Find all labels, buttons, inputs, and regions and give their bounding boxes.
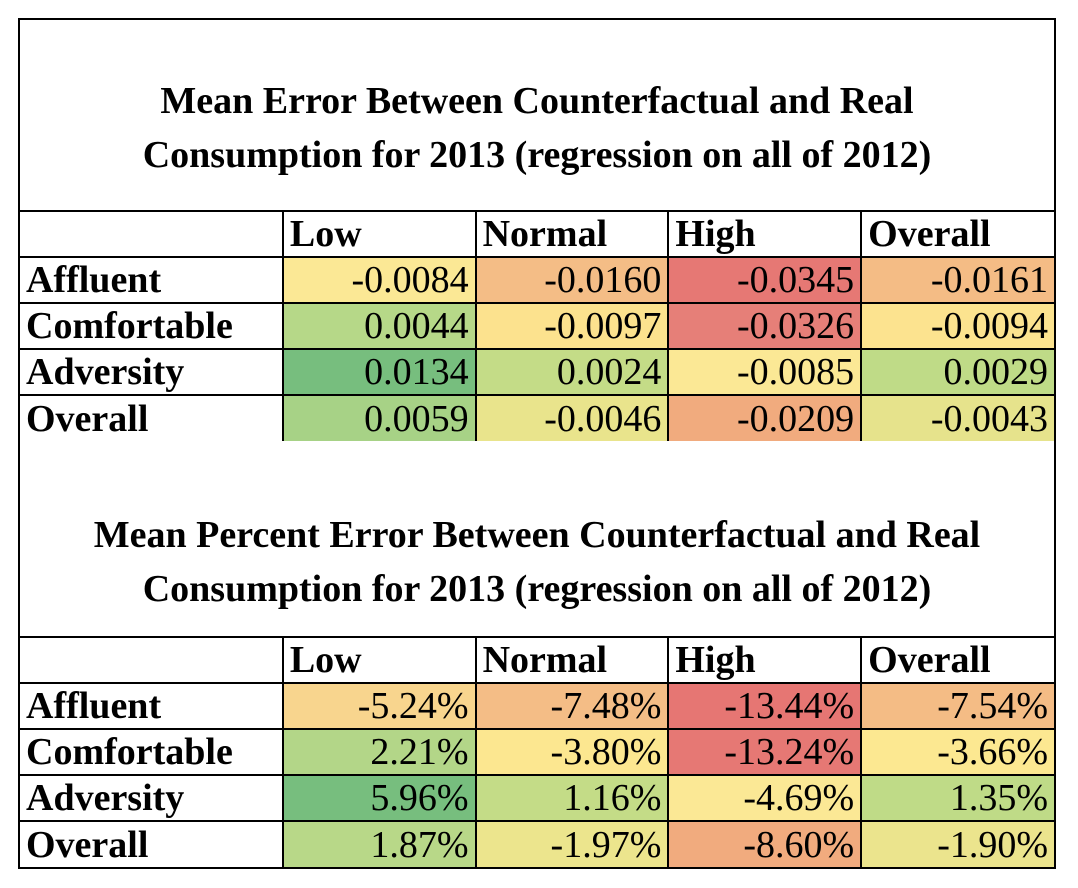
column-header-normal: Normal xyxy=(474,210,670,258)
mean-percent-error-table: Low Normal High Overall Affluent -5.24% … xyxy=(20,636,1054,867)
value-cell: -3.80% xyxy=(474,728,670,776)
value-cell: -0.0160 xyxy=(474,256,670,304)
value-cell: -0.0046 xyxy=(474,394,670,441)
table-row: Adversity 5.96% 1.16% -4.69% 1.35% xyxy=(20,774,1054,822)
column-header-overall: Overall xyxy=(860,636,1054,684)
row-label-affluent: Affluent xyxy=(20,256,284,304)
value-cell: 2.21% xyxy=(281,728,477,776)
column-header-high: High xyxy=(667,210,863,258)
value-cell: -4.69% xyxy=(667,774,863,822)
value-cell: -0.0345 xyxy=(667,256,863,304)
column-header-low: Low xyxy=(281,636,477,684)
value-cell: 0.0134 xyxy=(281,348,477,396)
table1-title-line1: Mean Error Between Counterfactual and Re… xyxy=(160,80,914,122)
value-cell: -1.90% xyxy=(860,820,1054,867)
value-cell: -13.24% xyxy=(667,728,863,776)
value-cell: -13.44% xyxy=(667,682,863,730)
value-cell: -0.0326 xyxy=(667,302,863,350)
value-cell: -0.0161 xyxy=(860,256,1054,304)
value-cell: -7.54% xyxy=(860,682,1054,730)
value-cell: -0.0097 xyxy=(474,302,670,350)
column-header-low: Low xyxy=(281,210,477,258)
value-cell: 0.0024 xyxy=(474,348,670,396)
column-header-normal: Normal xyxy=(474,636,670,684)
table2-title-line1: Mean Percent Error Between Counterfactua… xyxy=(93,514,981,556)
corner-cell xyxy=(20,636,284,684)
column-header-high: High xyxy=(667,636,863,684)
row-label-affluent: Affluent xyxy=(20,682,284,730)
table-frame: Mean Error Between Counterfactual and Re… xyxy=(18,18,1056,869)
value-cell: 5.96% xyxy=(281,774,477,822)
table-row: Adversity 0.0134 0.0024 -0.0085 0.0029 xyxy=(20,348,1054,396)
row-label-adversity: Adversity xyxy=(20,348,284,396)
value-cell: 1.87% xyxy=(281,820,477,867)
value-cell: -8.60% xyxy=(667,820,863,867)
value-cell: -3.66% xyxy=(860,728,1054,776)
value-cell: -0.0084 xyxy=(281,256,477,304)
value-cell: 1.16% xyxy=(474,774,670,822)
column-header-overall: Overall xyxy=(860,210,1054,258)
row-label-adversity: Adversity xyxy=(20,774,284,822)
row-label-comfortable: Comfortable xyxy=(20,728,284,776)
table2-title: Mean Percent Error Between Counterfactua… xyxy=(20,508,1054,616)
row-label-overall: Overall xyxy=(20,394,284,441)
table-row: Affluent -0.0084 -0.0160 -0.0345 -0.0161 xyxy=(20,256,1054,304)
value-cell: 0.0059 xyxy=(281,394,477,441)
value-cell: 0.0029 xyxy=(860,348,1054,396)
table-row: Affluent -5.24% -7.48% -13.44% -7.54% xyxy=(20,682,1054,730)
table1-title: Mean Error Between Counterfactual and Re… xyxy=(20,74,1054,182)
value-cell: -0.0043 xyxy=(860,394,1054,441)
value-cell: -7.48% xyxy=(474,682,670,730)
table-row: Comfortable 2.21% -3.80% -13.24% -3.66% xyxy=(20,728,1054,776)
value-cell: -0.0094 xyxy=(860,302,1054,350)
table-header-row: Low Normal High Overall xyxy=(20,210,1054,258)
table-header-row: Low Normal High Overall xyxy=(20,636,1054,684)
corner-cell xyxy=(20,210,284,258)
value-cell: -5.24% xyxy=(281,682,477,730)
row-label-comfortable: Comfortable xyxy=(20,302,284,350)
value-cell: -0.0085 xyxy=(667,348,863,396)
value-cell: -0.0209 xyxy=(667,394,863,441)
table1-title-line2: Consumption for 2013 (regression on all … xyxy=(142,134,932,176)
value-cell: 0.0044 xyxy=(281,302,477,350)
table-row: Overall 0.0059 -0.0046 -0.0209 -0.0043 xyxy=(20,394,1054,441)
table2-title-line2: Consumption for 2013 (regression on all … xyxy=(142,568,932,610)
row-label-overall: Overall xyxy=(20,820,284,867)
value-cell: -1.97% xyxy=(474,820,670,867)
value-cell: 1.35% xyxy=(860,774,1054,822)
table-row: Overall 1.87% -1.97% -8.60% -1.90% xyxy=(20,820,1054,867)
mean-error-table: Low Normal High Overall Affluent -0.0084… xyxy=(20,210,1054,441)
table-row: Comfortable 0.0044 -0.0097 -0.0326 -0.00… xyxy=(20,302,1054,350)
